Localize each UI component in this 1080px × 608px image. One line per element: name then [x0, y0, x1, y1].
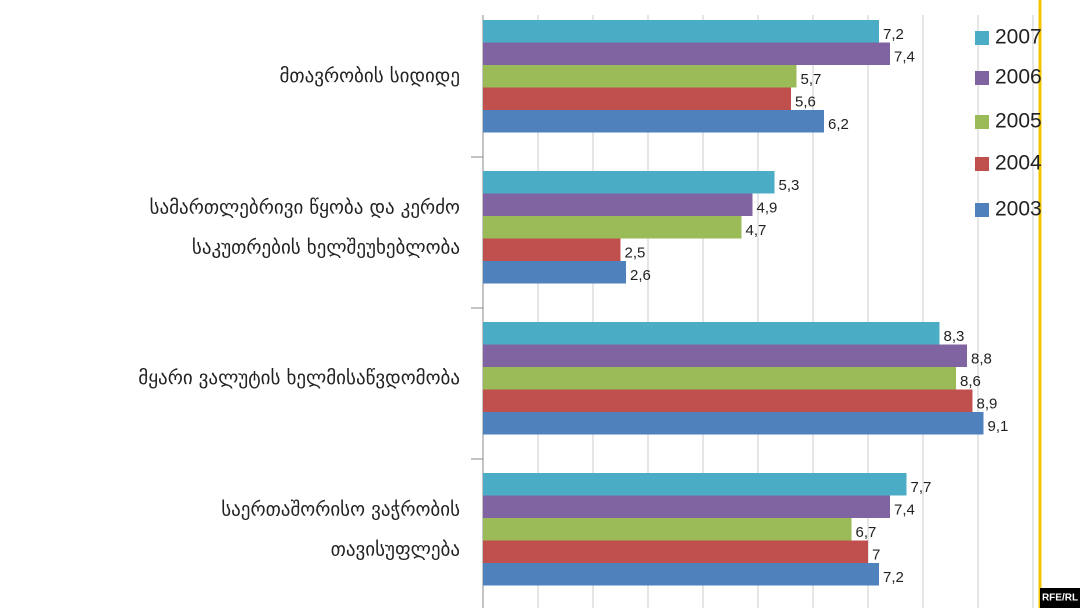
- bar: [483, 65, 797, 88]
- bar: [483, 42, 890, 65]
- legend-swatch: [975, 71, 989, 85]
- value-label: 7,4: [894, 49, 915, 66]
- bar: [483, 344, 967, 367]
- bar: [483, 238, 621, 261]
- legend-label: 2007: [995, 26, 1042, 49]
- legend-label: 2006: [995, 66, 1042, 89]
- bar: [483, 389, 973, 412]
- category-label: მთავრობის სიდიდე: [279, 65, 460, 87]
- value-label: 5,7: [801, 71, 822, 88]
- legend-label: 2004: [995, 152, 1042, 175]
- value-label: 2,6: [630, 267, 651, 284]
- category-label: მყარი ვალუტის ხელმისაწვდომობა: [138, 367, 460, 389]
- category-label: საერთაშორისო ვაჭრობის თავისუფლება: [221, 498, 460, 560]
- value-label: 7,2: [883, 569, 904, 586]
- value-label: 7,7: [911, 479, 932, 496]
- value-label: 4,9: [757, 200, 778, 217]
- bar: [483, 110, 824, 133]
- category-label: სამართლებრივი წყობა და კერძო საკუთრების ხ…: [150, 196, 461, 258]
- value-label: 7,2: [883, 26, 904, 43]
- bar: [483, 322, 940, 345]
- watermark-bg: [1040, 588, 1080, 608]
- value-label: 8,9: [977, 396, 998, 413]
- legend-label: 2003: [995, 198, 1042, 221]
- value-label: 8,6: [960, 373, 981, 390]
- bar: [483, 412, 984, 435]
- bar: [483, 473, 907, 496]
- value-label: 8,3: [944, 328, 965, 345]
- bar: [483, 193, 753, 216]
- bar: [483, 216, 742, 239]
- bar: [483, 20, 879, 43]
- value-label: 7: [872, 547, 880, 564]
- value-label: 8,8: [971, 351, 992, 368]
- bar: [483, 518, 852, 541]
- value-label: 5,6: [795, 94, 816, 111]
- value-label: 5,3: [779, 177, 800, 194]
- bar: [483, 367, 956, 390]
- bar: [483, 171, 775, 194]
- bar: [483, 495, 890, 518]
- value-label: 7,4: [894, 502, 915, 519]
- value-label: 2,5: [625, 245, 646, 262]
- value-label: 9,1: [988, 418, 1009, 435]
- value-label: 6,7: [856, 524, 877, 541]
- bar: [483, 540, 868, 563]
- bar: [483, 261, 626, 284]
- legend-swatch: [975, 31, 989, 45]
- bar: [483, 87, 791, 110]
- value-label: 6,2: [828, 116, 849, 133]
- value-label: 4,7: [746, 222, 767, 239]
- watermark: RFE/RL: [1042, 593, 1078, 604]
- bar: [483, 563, 879, 586]
- legend-swatch: [975, 115, 989, 129]
- legend-swatch: [975, 157, 989, 171]
- legend-swatch: [975, 203, 989, 217]
- legend-label: 2005: [995, 110, 1042, 133]
